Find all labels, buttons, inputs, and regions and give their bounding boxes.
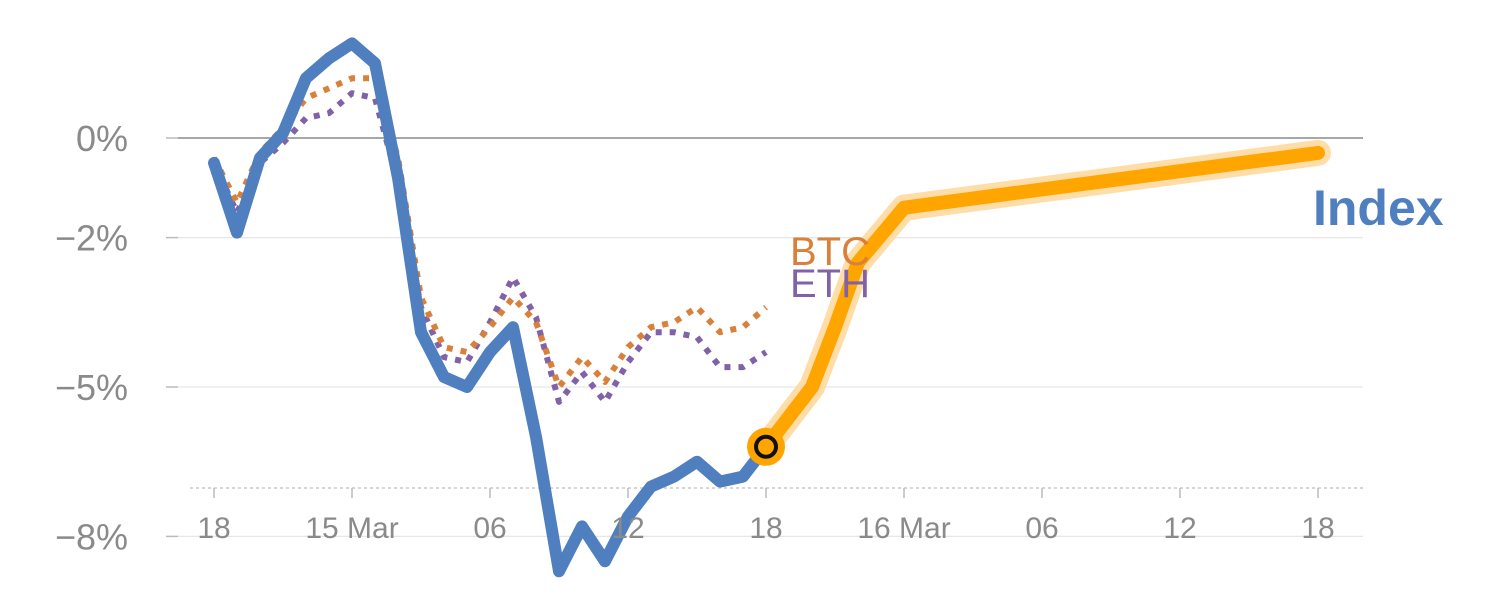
axis-layer: 0% −2% −5% −8% 18 15 Mar 06 12 18 16 Mar 06 12 18 (55, 118, 1335, 557)
series-label-eth: ETH (790, 262, 870, 306)
grid-layer (166, 137, 1363, 538)
x-tick-label: 16 Mar (857, 512, 950, 545)
current-point-marker (754, 434, 778, 459)
series-label-index: Index (1313, 180, 1444, 236)
x-tick-label: 06 (1025, 512, 1058, 545)
series-layer (208, 37, 1331, 578)
x-tick-label: 18 (197, 512, 230, 545)
y-tick-label: −5% (55, 367, 128, 408)
x-tick-label: 12 (1163, 512, 1196, 545)
x-tick-label: 06 (473, 512, 506, 545)
series-line-index (208, 37, 772, 578)
x-tick-label: 15 Mar (305, 512, 398, 545)
x-tick-label: 18 (749, 512, 782, 545)
series-line-btc (211, 75, 768, 390)
x-tick-label: 12 (611, 512, 644, 545)
y-tick-label: −2% (55, 218, 128, 259)
series-line-forecast (759, 145, 1325, 454)
y-tick-label: 0% (76, 118, 128, 159)
series-label-btc: BTC (790, 230, 870, 274)
y-tick-label: −8% (55, 516, 128, 557)
x-tick-label: 18 (1301, 512, 1334, 545)
